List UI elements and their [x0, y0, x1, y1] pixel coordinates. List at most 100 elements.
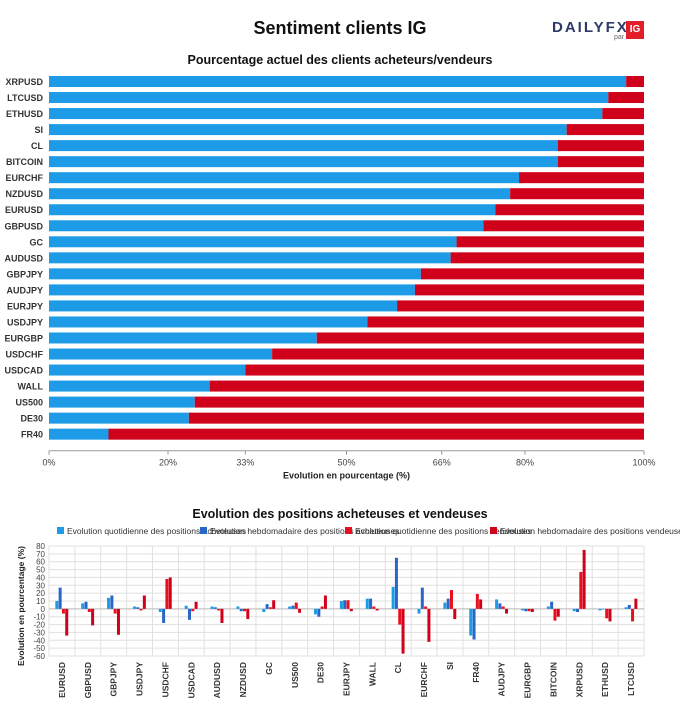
- legend-swatch: [57, 527, 64, 534]
- change-bar-si-3: [449, 590, 453, 609]
- change-bar-cl-4: [401, 608, 405, 654]
- category-label: WALL: [18, 382, 44, 392]
- category-label: ETHUSD: [6, 109, 44, 119]
- positions-bar-chart: Evolution quotidienne des positions ache…: [16, 526, 680, 699]
- sell-bar-si: [566, 124, 644, 136]
- change-bar-audjpy-1: [495, 599, 499, 609]
- change-bar-wall-4: [375, 608, 379, 611]
- x-category-label: ETHUSD: [600, 662, 610, 697]
- category-label: EURGBP: [4, 333, 43, 343]
- change-bar-nzdusd-4: [246, 608, 250, 620]
- change-bar-gbpusd-1: [81, 603, 85, 609]
- change-bar-usdcad-3: [191, 608, 195, 612]
- change-bar-usdcad-1: [184, 605, 188, 609]
- buy-bar-eurgbp: [49, 332, 317, 344]
- ig-logo-icon: IG: [626, 21, 644, 39]
- x-category-label: GBPUSD: [83, 662, 93, 698]
- sell-bar-usdjpy: [367, 316, 644, 328]
- category-label: EURUSD: [5, 205, 44, 215]
- buy-bar-si: [49, 124, 567, 136]
- sentiment-bar-chart: XRPUSD LTCUSD ETHUSD SI CL BITCOIN EURCHF NZDUS…: [4, 76, 656, 481]
- change-bar-bitcoin-2: [550, 601, 554, 609]
- x-category-label: USDCHF: [160, 662, 170, 697]
- sell-bar-audusd: [450, 252, 644, 264]
- y-tick-label: 0: [41, 605, 46, 614]
- change-bar-fr40-2: [472, 608, 476, 640]
- change-bar-ltcusd-2: [627, 604, 631, 609]
- change-bar-gbpjpy-1: [107, 597, 111, 609]
- logo-par: par: [614, 34, 625, 41]
- y-tick-label: -20: [33, 621, 45, 630]
- sentiment-chart-title: Pourcentage actuel des clients acheteurs…: [187, 53, 493, 67]
- category-label: CL: [31, 141, 43, 151]
- x-category-label: EURUSD: [57, 662, 67, 698]
- y-tick-label: 10: [36, 597, 45, 606]
- x-category-label: AUDUSD: [212, 662, 222, 698]
- x-category-label: NZDUSD: [238, 662, 248, 697]
- change-bar-nzdusd-3: [243, 608, 247, 612]
- buy-bar-eurusd: [49, 204, 496, 216]
- x-tick-label: 33%: [236, 458, 254, 468]
- y-tick-label: -60: [33, 652, 45, 661]
- change-bar-de30-4: [323, 595, 327, 609]
- logo-brand: DAILYFX: [552, 19, 629, 36]
- buy-bar-gbpusd: [49, 220, 484, 232]
- sell-bar-cl: [557, 140, 644, 152]
- change-bar-ethusd-1: [598, 608, 602, 611]
- change-bar-si-2: [446, 598, 450, 609]
- change-bar-audusd-4: [220, 608, 224, 623]
- change-bar-gbpjpy-4: [116, 608, 120, 635]
- x-category-label: GC: [264, 662, 274, 675]
- legend-label: Evolution quotidienne des positions ache…: [67, 526, 246, 536]
- y-tick-label: 60: [36, 558, 45, 567]
- change-bar-usdchf-1: [158, 608, 162, 612]
- y-tick-label: 70: [36, 550, 45, 559]
- y-tick-label: -50: [33, 644, 45, 653]
- category-label: BITCOIN: [6, 157, 43, 167]
- change-bar-xrpusd-4: [582, 549, 586, 609]
- sell-bar-nzdusd: [510, 188, 644, 200]
- x-category-label: EURGBP: [523, 662, 533, 699]
- sell-bar-ethusd: [602, 108, 644, 120]
- x-tick-label: 0%: [42, 458, 55, 468]
- category-label: DE30: [20, 414, 43, 424]
- sell-bar-fr40: [108, 428, 644, 440]
- legend-label: Evolution quotidienne des positions vend…: [355, 526, 532, 536]
- x-tick-label: 50%: [337, 458, 355, 468]
- buy-bar-de30: [49, 412, 189, 424]
- change-bar-eurusd-2: [58, 587, 62, 609]
- change-bar-de30-2: [317, 608, 321, 617]
- change-bar-usdcad-4: [194, 601, 198, 609]
- y-tick-label: 50: [36, 566, 45, 575]
- change-bar-cl-3: [398, 608, 402, 625]
- category-label: GC: [30, 237, 44, 247]
- change-bar-de30-1: [314, 608, 318, 615]
- change-bar-gbpjpy-3: [113, 608, 117, 614]
- change-bar-eurchf-1: [417, 608, 421, 614]
- change-bar-wall-1: [365, 598, 369, 609]
- x-category-label: EURCHF: [419, 662, 429, 697]
- change-bar-us500-3: [294, 602, 298, 609]
- change-bar-fr40-3: [475, 593, 479, 609]
- category-label: AUDUSD: [4, 253, 43, 263]
- legend-label: Evolution hebdomadaire des positions ven…: [500, 526, 680, 536]
- buy-bar-eurchf: [49, 172, 520, 184]
- sell-bar-usdcad: [245, 364, 644, 376]
- category-label: US500: [15, 398, 43, 408]
- change-bar-fr40-4: [479, 599, 483, 609]
- change-bar-xrpusd-3: [579, 571, 583, 609]
- legend-label: Evolution hebdomadaire des positions ach…: [210, 526, 400, 536]
- change-bar-xrpusd-1: [572, 608, 576, 612]
- buy-bar-gbpjpy: [49, 268, 421, 280]
- y-tick-label: -10: [33, 613, 45, 622]
- buy-bar-audusd: [49, 252, 451, 264]
- buy-bar-audjpy: [49, 284, 415, 296]
- change-bar-eurchf-2: [420, 587, 424, 609]
- x-category-label: SI: [445, 662, 455, 670]
- change-bar-eurjpy-3: [346, 600, 350, 609]
- sell-bar-gc: [456, 236, 644, 248]
- change-bar-ethusd-3: [605, 608, 609, 619]
- category-label: EURJPY: [7, 301, 43, 311]
- change-bar-eurchf-3: [424, 606, 428, 609]
- change-bar-eurgbp-1: [520, 608, 524, 611]
